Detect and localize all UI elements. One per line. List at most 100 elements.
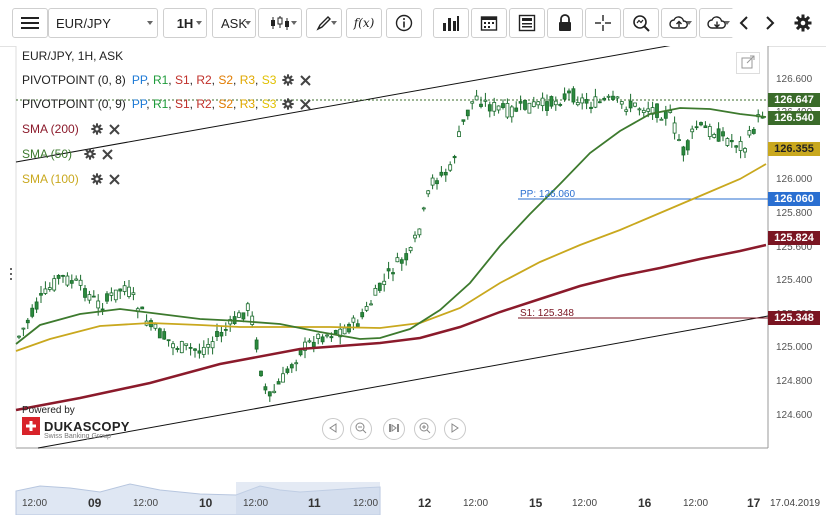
candle-body	[91, 295, 96, 298]
upload-icon	[669, 15, 689, 31]
calendar-button[interactable]	[471, 8, 507, 38]
crosshair-button[interactable]	[585, 8, 621, 38]
candle-body	[575, 102, 580, 106]
draw-tool-button[interactable]	[306, 8, 342, 38]
candle-body	[201, 346, 206, 355]
reset-view-button[interactable]	[383, 418, 405, 440]
gear-icon[interactable]	[91, 123, 103, 135]
candle-body	[729, 139, 734, 143]
candle-body	[311, 341, 316, 347]
candle-body	[514, 107, 519, 112]
candle-body	[751, 128, 756, 134]
candle-body	[545, 101, 549, 111]
channel-upper-line[interactable]	[15, 46, 690, 163]
menu-button[interactable]	[12, 8, 48, 38]
chart-type-button[interactable]	[258, 8, 302, 38]
upload-button[interactable]	[661, 8, 697, 38]
close-icon[interactable]	[108, 123, 120, 135]
legend-pivot-2-levels: PP, R1, S1, R2, S2, R3, S3	[131, 97, 277, 111]
side-select[interactable]: ASK	[212, 8, 256, 38]
candle-body	[333, 330, 338, 334]
zoom-in-button[interactable]	[414, 418, 436, 440]
popout-button[interactable]	[736, 52, 760, 74]
candle-body	[721, 131, 725, 137]
volume-button[interactable]	[433, 8, 469, 38]
info-button[interactable]	[386, 8, 422, 38]
candle-body	[584, 99, 589, 104]
candle-body	[316, 333, 321, 339]
candle-body	[307, 340, 312, 343]
navigator-window[interactable]	[236, 482, 380, 515]
gear-icon[interactable]	[84, 148, 96, 160]
candle-body	[501, 103, 505, 108]
candle-body	[241, 312, 246, 320]
candle-body	[219, 331, 224, 337]
close-icon[interactable]	[102, 148, 113, 160]
settings-button[interactable]	[789, 8, 817, 38]
candle-body	[509, 106, 514, 118]
candle-body	[567, 90, 571, 94]
symbol-select[interactable]: EUR/JPY	[48, 8, 158, 38]
chevron-right-icon	[765, 15, 775, 31]
period-select[interactable]: 1H	[163, 8, 207, 38]
candle-body	[408, 247, 413, 252]
scroll-left-button[interactable]	[322, 418, 344, 440]
candle-body	[338, 328, 343, 338]
candle-body	[61, 275, 65, 277]
gear-icon[interactable]	[91, 173, 103, 185]
candle-body	[153, 323, 158, 329]
close-icon[interactable]	[300, 98, 312, 110]
scroll-right-button[interactable]	[444, 418, 466, 440]
menu-icon	[21, 16, 39, 30]
candle-body	[734, 145, 739, 148]
legend-r1-label: R1	[152, 73, 169, 87]
panel-resize-handle[interactable]	[10, 268, 12, 280]
sma-200-price-tag: 125.824	[768, 231, 820, 245]
candle-body	[562, 93, 567, 100]
news-button[interactable]	[509, 8, 545, 38]
download-button[interactable]	[699, 8, 735, 38]
gear-icon[interactable]	[282, 98, 295, 110]
candle-body	[78, 279, 83, 286]
zoom-in-icon	[419, 422, 431, 437]
scroll-back-button[interactable]	[731, 8, 757, 38]
lock-button[interactable]	[547, 8, 583, 38]
legend-pp-label: PP	[131, 97, 147, 111]
zoom-out-button[interactable]	[350, 418, 372, 440]
branding: Powered by DUKASCOPY Swiss Banking Group	[22, 405, 130, 440]
candle-body	[619, 101, 624, 105]
candle-body	[34, 301, 39, 310]
lock-icon	[557, 14, 573, 32]
indicators-button[interactable]: f(x)	[346, 8, 382, 38]
candle-body	[391, 272, 395, 275]
candle-body	[250, 315, 255, 325]
date-tick-label: 15	[529, 496, 543, 510]
candle-body	[646, 108, 651, 112]
candle-body	[725, 138, 730, 146]
calendar-icon	[480, 14, 498, 32]
candle-body	[553, 100, 558, 106]
candle-body	[162, 331, 167, 340]
brand-tagline: Swiss Banking Group	[44, 433, 111, 440]
zoom-out-icon	[355, 422, 367, 437]
legend-sma-100: SMA (100)	[22, 171, 120, 187]
candle-body	[448, 164, 453, 171]
chart-area[interactable]: EUR/JPY, 1H, ASK PIVOTPOINT (0, 8) PP, R…	[0, 46, 826, 515]
legend-instrument: EUR/JPY, 1H, ASK	[22, 48, 123, 64]
candle-body	[474, 95, 479, 101]
channel-lower-line[interactable]	[37, 315, 769, 449]
candle-body	[364, 305, 369, 311]
close-icon[interactable]	[108, 173, 120, 185]
candle-body	[184, 343, 189, 346]
candle-body	[655, 103, 659, 118]
candle-body	[611, 95, 615, 100]
dukascopy-logo-icon	[22, 417, 40, 435]
price-chart[interactable]	[0, 46, 826, 515]
pencil-icon	[316, 15, 332, 31]
scroll-forward-button[interactable]	[757, 8, 783, 38]
time-tick-label: 12:00	[683, 498, 709, 509]
gear-icon[interactable]	[282, 74, 295, 86]
candle-body	[386, 268, 391, 272]
zoom-button[interactable]	[623, 8, 659, 38]
close-icon[interactable]	[300, 74, 312, 86]
